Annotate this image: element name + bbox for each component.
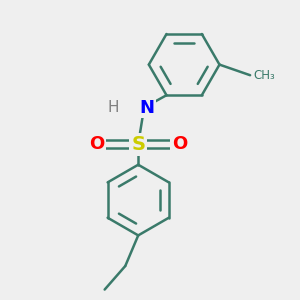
Text: S: S xyxy=(131,135,145,154)
Text: O: O xyxy=(172,135,187,153)
Text: N: N xyxy=(139,99,154,117)
Text: CH₃: CH₃ xyxy=(253,69,275,82)
Text: H: H xyxy=(108,100,119,115)
Text: O: O xyxy=(89,135,105,153)
